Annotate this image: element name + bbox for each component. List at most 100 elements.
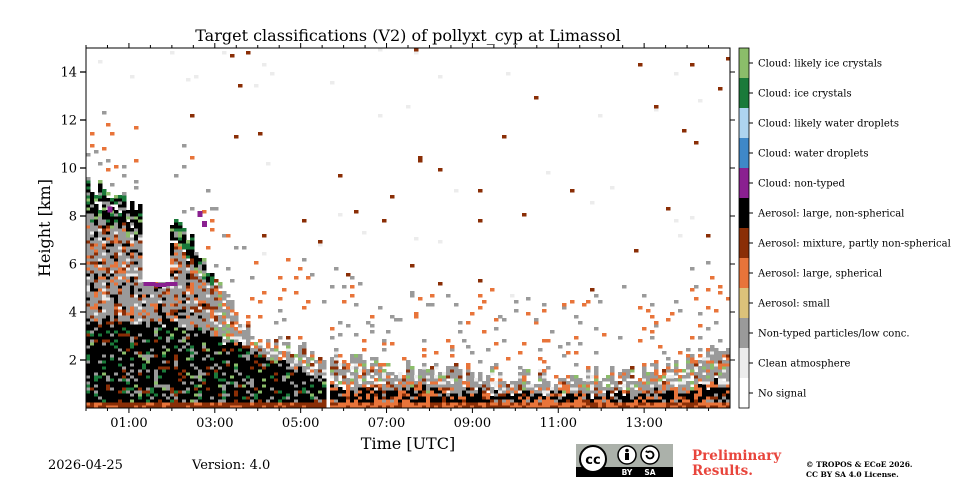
heatmap-cell — [142, 300, 147, 304]
heatmap-cell — [122, 372, 127, 376]
heatmap-cell — [722, 366, 727, 370]
heatmap-cell — [246, 321, 251, 325]
heatmap-cell — [182, 303, 187, 307]
heatmap-cell — [318, 390, 323, 394]
heatmap-cell — [198, 330, 203, 370]
heatmap-cell — [138, 258, 143, 268]
heatmap-cell — [506, 357, 511, 361]
heatmap-cell — [122, 249, 127, 253]
heatmap-cell — [714, 387, 719, 394]
heatmap-cell — [182, 330, 187, 334]
heatmap-cell — [454, 381, 459, 394]
heatmap-cell — [98, 378, 103, 397]
heatmap-cell — [430, 396, 435, 403]
heatmap-cell — [302, 372, 307, 382]
heatmap-cell — [718, 351, 723, 361]
heatmap-cell — [258, 354, 263, 358]
heatmap-cell — [310, 273, 315, 277]
heatmap-cell — [466, 387, 471, 391]
heatmap-cell — [274, 405, 279, 409]
heatmap-cell — [214, 363, 219, 367]
heatmap-cell — [134, 234, 139, 241]
heatmap-cell — [142, 321, 147, 340]
heatmap-cell — [622, 375, 627, 382]
heatmap-cell — [674, 369, 679, 373]
heatmap-cell — [182, 243, 187, 250]
heatmap-cell — [414, 390, 419, 394]
copyright-note: © TROPOS & ECoE 2026. CC BY SA 4.0 Licen… — [806, 460, 913, 480]
heatmap-cell — [206, 348, 211, 352]
heatmap-cell — [198, 276, 203, 280]
heatmap-cell — [118, 390, 123, 394]
heatmap-cell — [118, 399, 123, 409]
heatmap-cell — [210, 405, 215, 409]
heatmap-cell — [558, 381, 563, 385]
copyright-line1: © TROPOS & ECoE 2026. — [806, 460, 913, 469]
heatmap-cell — [650, 381, 655, 385]
heatmap-cell — [102, 291, 107, 295]
heatmap-cell — [118, 303, 123, 307]
heatmap-cell — [86, 261, 91, 265]
heatmap-cell — [666, 207, 671, 211]
heatmap-cell — [422, 402, 427, 406]
heatmap-cell — [178, 273, 183, 286]
heatmap-cell — [86, 189, 91, 193]
heatmap-cell — [350, 381, 355, 385]
heatmap-cell — [242, 378, 247, 382]
heatmap-cell — [414, 48, 419, 52]
heatmap-cell — [118, 312, 123, 316]
heatmap-cell — [98, 360, 103, 364]
heatmap-cell — [146, 312, 151, 316]
heatmap-cell — [270, 348, 275, 352]
heatmap-cell — [170, 243, 175, 256]
heatmap-cell — [726, 354, 731, 358]
heatmap-cell — [238, 402, 243, 406]
legend-swatch — [739, 348, 749, 378]
heatmap-cell — [546, 339, 551, 343]
heatmap-cell — [610, 396, 615, 400]
heatmap-cell — [218, 387, 223, 394]
heatmap-cell — [126, 348, 131, 352]
heatmap-cell — [226, 381, 231, 385]
heatmap-cell — [710, 276, 715, 280]
heatmap-cell — [182, 228, 187, 232]
heatmap-cell — [206, 297, 211, 304]
heatmap-cell — [374, 360, 379, 364]
heatmap-cell — [394, 390, 399, 397]
heatmap-cell — [662, 390, 667, 394]
heatmap-cell — [510, 390, 515, 394]
heatmap-cell — [530, 384, 535, 388]
heatmap-cell — [122, 276, 127, 280]
heatmap-cell — [262, 252, 267, 256]
heatmap-cell — [330, 81, 335, 85]
heatmap-cell — [174, 231, 179, 238]
heatmap-cell — [86, 387, 91, 391]
heatmap-cell — [198, 309, 203, 313]
heatmap-cell — [498, 390, 503, 394]
heatmap-cell — [610, 390, 615, 394]
heatmap-cell — [110, 270, 115, 274]
heatmap-cell — [194, 399, 199, 403]
heatmap-cell — [306, 357, 311, 364]
heatmap-cell — [286, 396, 291, 400]
heatmap-cell — [106, 405, 111, 409]
heatmap-cell — [334, 348, 339, 352]
heatmap-cell — [106, 285, 111, 289]
heatmap-cell — [650, 399, 655, 403]
heatmap-cell — [682, 393, 687, 397]
heatmap-cell — [178, 240, 183, 244]
heatmap-cell — [590, 381, 595, 385]
heatmap-cell — [666, 366, 671, 370]
heatmap-cell — [206, 294, 211, 298]
heatmap-cell — [726, 348, 731, 355]
heatmap-cell — [378, 405, 383, 409]
heatmap-cell — [238, 333, 243, 337]
heatmap-cell — [174, 237, 179, 241]
heatmap-cell — [118, 315, 123, 322]
heatmap-cell — [138, 306, 143, 310]
heatmap-cell — [182, 291, 187, 295]
heatmap-cell — [254, 399, 259, 403]
heatmap-cell — [110, 345, 115, 355]
heatmap-cell — [118, 351, 123, 358]
heatmap-cell — [182, 252, 187, 256]
